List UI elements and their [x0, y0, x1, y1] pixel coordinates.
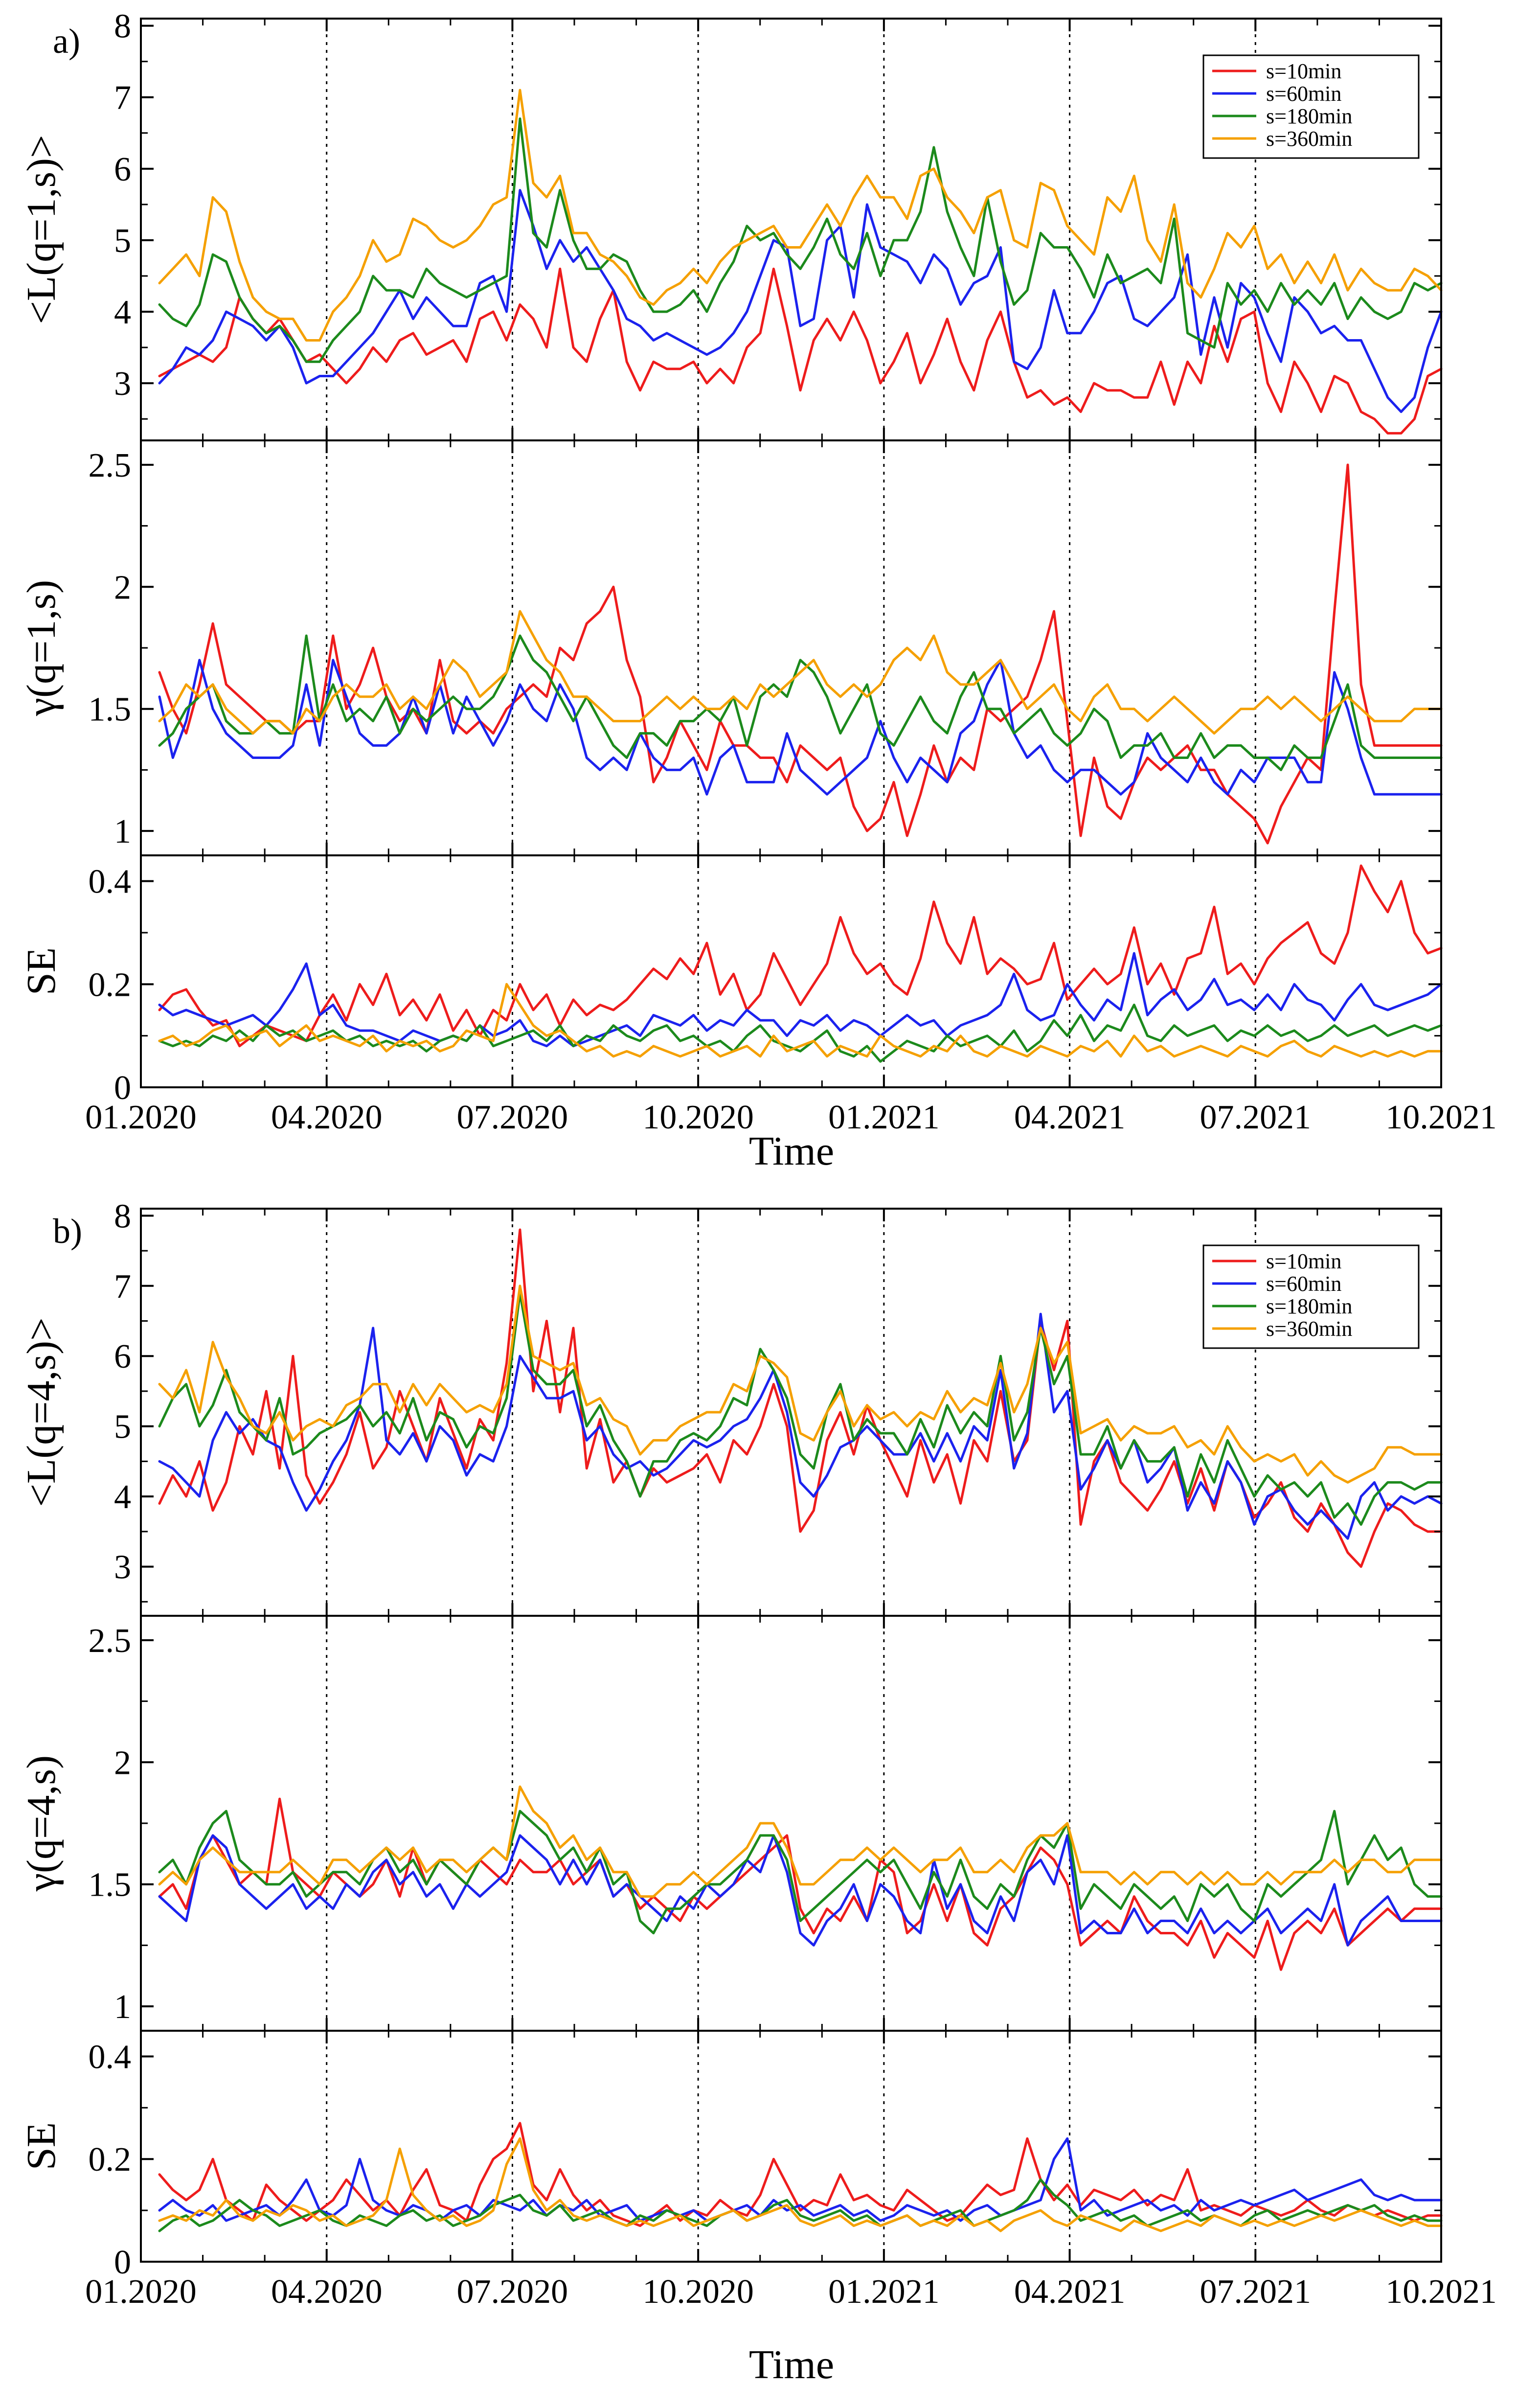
y-tick-label: 3 [114, 365, 131, 403]
series-line [158, 1285, 1443, 1484]
y-tick-label: 0.4 [89, 863, 132, 901]
series-line [158, 2122, 1443, 2227]
x-tick-label: 07.2021 [1200, 2273, 1312, 2311]
panel-b-1: 3 4 5 6 7 8 <L(q=4,s)> b) s=10mins=60mins=180min… [19, 1197, 1443, 1617]
legend-label: s=60min [1266, 1272, 1341, 1296]
x-tick-label: 10.2020 [642, 1099, 754, 1136]
y-tick-label: 5 [114, 222, 131, 260]
series-line [158, 1312, 1443, 1540]
y-axis-label: <L(q=4,s)> [19, 1317, 64, 1507]
x-tick-label: 04.2021 [1014, 2273, 1126, 2311]
series-line [158, 1004, 1443, 1063]
y-tick-label: 1 [114, 1988, 131, 2026]
x-tick-label: 04.2020 [271, 2273, 383, 2311]
x-tick-label: 04.2020 [271, 1099, 383, 1136]
y-tick-label: 3 [114, 1549, 131, 1586]
y-tick-label: 0.2 [89, 2141, 132, 2179]
y-tick-label: 4 [114, 1478, 131, 1516]
series-line [158, 2137, 1443, 2222]
y-tick-label: 0 [114, 1069, 131, 1107]
series-line [158, 267, 1443, 435]
y-tick-label: 0 [114, 2244, 131, 2281]
series-line [158, 463, 1443, 845]
series-line [158, 952, 1443, 1048]
x-tick-label: 07.2020 [457, 1099, 568, 1136]
plot-frame [140, 854, 1442, 1088]
plot-frame [140, 1615, 1442, 2032]
x-tick-label: 10.2021 [1385, 2273, 1497, 2311]
y-axis-label: γ(q=4,s) [19, 1755, 64, 1892]
legend-label: s=360min [1266, 1317, 1352, 1341]
series-line [158, 1291, 1443, 1526]
series-line [158, 117, 1443, 363]
y-tick-label: 7 [114, 1268, 131, 1306]
series-line [158, 89, 1443, 342]
panel-b-3: 0 0.2 0.4 01.2020 04.2020 07.2020 10.2020 01.20… [19, 2030, 1497, 2311]
y-axis-label: SE [19, 2122, 64, 2170]
series-line [158, 1834, 1443, 1947]
y-tick-label: 4 [114, 294, 131, 331]
y-tick-label: 1.5 [89, 691, 132, 729]
y-axis-label: <L(q=1,s)> [19, 135, 64, 324]
y-tick-label: 2 [114, 1744, 131, 1782]
y-tick-label: 0.4 [89, 2038, 132, 2076]
y-tick-label: 5 [114, 1408, 131, 1446]
panel-tag: a) [53, 22, 80, 61]
series-line [158, 189, 1443, 413]
y-tick-label: 1 [114, 813, 131, 850]
legend-label: s=10min [1266, 1249, 1341, 1273]
y-tick-label: 1.5 [89, 1866, 132, 1904]
y-tick-label: 6 [114, 1338, 131, 1376]
x-tick-label: 07.2021 [1200, 1099, 1312, 1136]
y-axis-label: SE [19, 947, 64, 995]
legend-label: s=10min [1266, 59, 1341, 83]
y-tick-label: 0.2 [89, 966, 132, 1004]
legend-box [1202, 54, 1420, 159]
plot-frame [140, 2030, 1442, 2263]
legend-label: s=180min [1266, 1294, 1352, 1318]
y-tick-label: 2.5 [89, 1622, 132, 1660]
legend-label: s=180min [1266, 104, 1352, 128]
legend-label: s=60min [1266, 82, 1341, 106]
x-tick-label: 01.2020 [85, 1099, 197, 1136]
legend-label: s=360min [1266, 127, 1352, 151]
y-tick-label: 6 [114, 151, 131, 188]
panel-b-2: 1 1.5 2 2.5 γ(q=4,s) [19, 1615, 1443, 2032]
y-tick-label: 2 [114, 569, 131, 606]
x-axis-label-b: Time [749, 2342, 834, 2386]
panel-a-3: 0 0.2 0.4 01.2020 04.2020 07.2020 10.2020 01.20… [19, 854, 1497, 1136]
panel-tag: b) [53, 1212, 82, 1251]
y-tick-label: 8 [114, 1197, 131, 1235]
series-line [158, 1785, 1443, 1898]
legend-box [1202, 1244, 1420, 1349]
panel-a-1: 3 4 5 6 7 8 <L(q=1,s)> a) s=10mins=60mins=180min… [19, 8, 1443, 441]
series-line [158, 1797, 1443, 1971]
series-line [158, 659, 1443, 796]
y-tick-label: 2.5 [89, 447, 132, 484]
x-tick-label: 07.2020 [457, 2273, 568, 2311]
x-tick-label: 04.2021 [1014, 1099, 1126, 1136]
x-tick-label: 01.2021 [828, 2273, 940, 2311]
series-line [158, 634, 1443, 771]
x-tick-label: 10.2020 [642, 2273, 754, 2311]
y-tick-label: 7 [114, 79, 131, 117]
series-line [158, 1810, 1443, 1934]
x-tick-label: 01.2020 [85, 2273, 197, 2311]
x-tick-label: 01.2021 [828, 1099, 940, 1136]
series-line [158, 2137, 1443, 2232]
series-line [158, 983, 1443, 1058]
y-tick-label: 8 [114, 8, 131, 46]
x-tick-label: 10.2021 [1385, 1099, 1497, 1136]
panel-a-2: 1 1.5 2 2.5 γ(q=1,s) [19, 439, 1443, 856]
y-axis-label: γ(q=1,s) [19, 580, 64, 716]
x-axis-label-a: Time [749, 1128, 834, 1174]
series-line [158, 864, 1443, 1048]
series-line [158, 610, 1443, 735]
